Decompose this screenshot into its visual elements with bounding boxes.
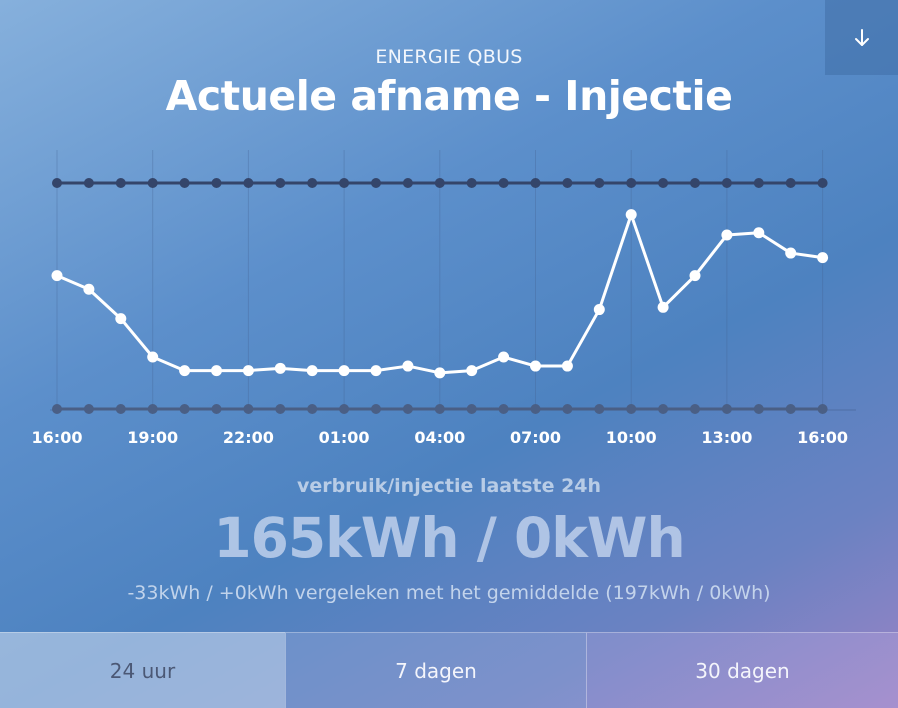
data-point-0-15 (530, 360, 541, 372)
data-point-0-5 (211, 365, 222, 377)
x-tick-label: 10:00 (606, 428, 657, 447)
data-point-1-9 (339, 178, 350, 188)
data-point-0-18 (625, 209, 637, 221)
x-tick-label: 16:00 (797, 428, 848, 447)
data-point-2-5 (211, 404, 222, 414)
period-tabs: 24 uur 7 dagen 30 dagen (0, 632, 898, 708)
data-point-2-6 (243, 404, 254, 414)
data-point-2-23 (785, 404, 796, 414)
data-point-1-4 (179, 178, 190, 188)
data-point-0-11 (402, 360, 414, 372)
data-point-2-9 (339, 404, 350, 414)
tab-7-dagen[interactable]: 7 dagen (285, 632, 586, 708)
data-point-2-21 (721, 404, 732, 414)
data-point-2-11 (402, 404, 413, 414)
data-point-0-19 (657, 301, 669, 313)
data-point-0-0 (51, 270, 63, 282)
data-point-0-9 (338, 365, 350, 377)
data-point-2-13 (466, 404, 477, 414)
data-point-2-17 (594, 404, 605, 414)
data-point-2-8 (307, 404, 318, 414)
stat-label: verbruik/injectie laatste 24h (296, 475, 602, 497)
data-point-1-21 (721, 178, 732, 188)
data-point-2-19 (658, 404, 669, 414)
data-point-2-2 (115, 404, 126, 414)
data-point-1-5 (211, 178, 222, 188)
data-point-2-0 (52, 404, 62, 414)
data-point-2-10 (371, 404, 381, 414)
data-point-1-18 (626, 178, 637, 188)
x-tick-label: 22:00 (223, 428, 274, 447)
arrow-down-icon (854, 28, 869, 46)
x-tick-label: 19:00 (127, 428, 178, 447)
data-point-0-16 (561, 360, 573, 372)
data-point-1-7 (275, 178, 286, 188)
data-point-2-22 (753, 404, 764, 414)
x-tick-label: 16:00 (32, 428, 83, 447)
data-point-2-1 (83, 404, 94, 414)
data-point-0-21 (721, 229, 733, 241)
data-point-0-17 (593, 304, 605, 316)
data-point-1-23 (785, 178, 796, 188)
data-point-1-16 (562, 178, 573, 188)
data-point-0-6 (242, 365, 254, 377)
card-subtitle: ENERGIE QBUS (375, 46, 523, 68)
x-tick-label: 07:00 (510, 428, 561, 447)
data-point-2-16 (562, 404, 573, 414)
data-point-1-6 (243, 178, 254, 188)
data-point-2-14 (498, 404, 509, 414)
data-point-1-12 (434, 178, 445, 188)
data-point-0-7 (274, 362, 286, 374)
data-point-1-17 (594, 178, 605, 188)
data-point-2-15 (530, 404, 541, 414)
data-point-0-20 (689, 270, 701, 282)
data-point-1-8 (307, 178, 318, 188)
data-point-0-22 (753, 227, 765, 239)
data-point-2-7 (275, 404, 286, 414)
data-point-1-1 (83, 178, 94, 188)
download-button[interactable] (825, 0, 898, 75)
data-point-2-20 (690, 404, 700, 414)
data-point-0-3 (147, 351, 159, 363)
data-point-2-24 (817, 404, 828, 414)
tab-30-dagen[interactable]: 30 dagen (586, 632, 898, 708)
card-title: Actuele afname - Injectie (165, 72, 733, 120)
data-point-0-10 (370, 365, 382, 377)
data-point-1-2 (115, 178, 126, 188)
x-tick-label: 13:00 (701, 428, 752, 447)
data-point-0-13 (466, 365, 478, 377)
stat-comparison: -33kWh / +0kWh vergeleken met het gemidd… (127, 582, 771, 604)
data-point-1-3 (147, 178, 158, 188)
x-tick-label: 04:00 (414, 428, 465, 447)
data-point-1-22 (753, 178, 764, 188)
data-point-1-11 (402, 178, 413, 188)
data-point-0-8 (306, 365, 318, 377)
data-point-1-13 (466, 178, 477, 188)
energy-line-chart: 16:00 19:00 22:00 01:00 04:00 07:00 10:00 13:00… (32, 150, 856, 447)
x-tick-label: 01:00 (319, 428, 370, 447)
data-point-0-4 (179, 365, 191, 377)
data-point-0-1 (83, 283, 95, 295)
tab-24-uur[interactable]: 24 uur (0, 632, 285, 708)
data-point-0-2 (115, 313, 127, 325)
data-point-1-10 (371, 178, 381, 188)
data-point-2-18 (626, 404, 637, 414)
data-point-1-14 (498, 178, 509, 188)
data-point-1-15 (530, 178, 541, 188)
data-point-0-12 (434, 367, 446, 379)
data-point-1-0 (52, 178, 62, 188)
data-point-2-3 (147, 404, 158, 414)
data-point-0-24 (817, 252, 829, 264)
data-point-1-20 (690, 178, 700, 188)
data-point-2-4 (179, 404, 190, 414)
data-point-0-23 (785, 247, 797, 259)
data-point-1-19 (658, 178, 669, 188)
stat-value: 165kWh / 0kWh (213, 506, 685, 570)
data-point-1-24 (817, 178, 828, 188)
data-point-0-14 (498, 351, 510, 363)
data-point-2-12 (434, 404, 445, 414)
